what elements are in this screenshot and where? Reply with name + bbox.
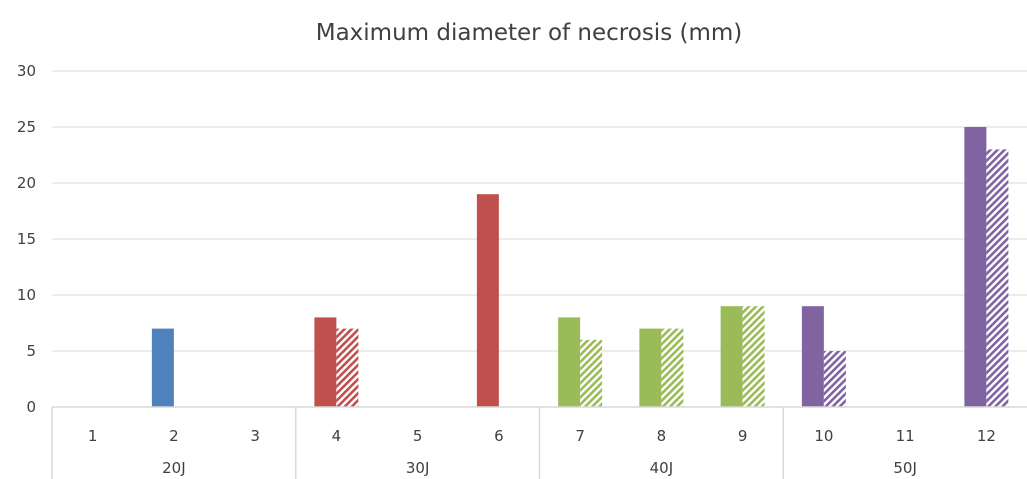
chart-title: Maximum diameter of necrosis (mm) [316, 20, 743, 46]
bar-10-hatched [823, 351, 846, 407]
y-tick-label: 25 [17, 118, 36, 136]
x-tick-label: 8 [657, 427, 667, 445]
bar-7-solid [558, 317, 581, 407]
bar-4-solid [314, 317, 337, 407]
bar-8-hatched [661, 328, 684, 407]
x-tick-label: 10 [814, 427, 833, 445]
bar-10-solid [801, 306, 824, 407]
bar-2-solid [151, 328, 174, 407]
x-tick-label: 6 [494, 427, 504, 445]
bar-7-hatched [580, 339, 603, 407]
x-tick-label: 3 [250, 427, 260, 445]
x-tick-label: 2 [169, 427, 179, 445]
bars [151, 127, 1009, 407]
bar-8-solid [639, 328, 662, 407]
bar-9-solid [720, 306, 743, 407]
y-tick-label: 10 [17, 286, 36, 304]
x-group-label: 50J [893, 459, 917, 477]
x-tick-label: 9 [738, 427, 748, 445]
bar-12-solid [964, 127, 987, 407]
x-group-label: 20J [162, 459, 186, 477]
y-tick-label: 5 [26, 342, 36, 360]
y-tick-label: 15 [17, 230, 36, 248]
y-tick-label: 30 [17, 62, 36, 80]
bar-6-solid [476, 194, 499, 407]
x-tick-label: 11 [896, 427, 915, 445]
x-tick-label: 1 [88, 427, 98, 445]
x-group-label: 30J [406, 459, 430, 477]
y-tick-label: 20 [17, 174, 36, 192]
bar-12-hatched [986, 149, 1009, 407]
bar-9-hatched [742, 306, 765, 407]
bar-4-hatched [336, 328, 359, 407]
x-group-label: 40J [650, 459, 674, 477]
x-tick-label: 5 [413, 427, 423, 445]
y-tick-label: 0 [26, 398, 36, 416]
x-tick-label: 4 [332, 427, 342, 445]
x-tick-label: 12 [977, 427, 996, 445]
gridlines [52, 70, 1027, 352]
x-tick-label: 7 [575, 427, 585, 445]
y-axis-ticks: 0 5 10 15 20 25 30 [17, 62, 36, 416]
